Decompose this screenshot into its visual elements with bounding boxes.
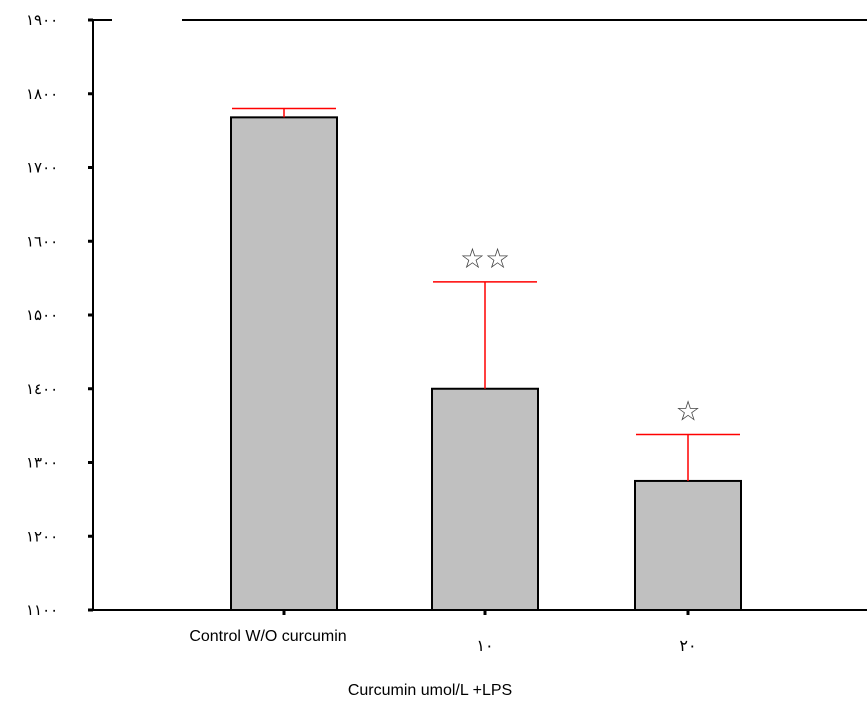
significance-label: ☆☆ [460,242,510,275]
x-axis-label: Curcumin umol/L +LPS [348,682,512,699]
y-tick-label: ١٦٠٠ [26,232,58,250]
labels: Control W/O curcumin ١٠ ☆☆ ٢٠ ☆ [189,242,700,655]
y-tick-label: ١٨٠٠ [26,85,58,103]
error-bars [232,107,740,481]
y-tick-label: ١٩٠٠ [26,11,58,29]
y-tick-label: ١٢٠٠ [26,527,58,545]
bar [431,387,539,611]
y-tick-label: ١٤٠٠ [26,380,58,398]
axes: ١١٠٠ ١٢٠٠ ١٣٠٠ ١٤٠٠ ١۵٠٠ ١٦٠٠ ١٧٠٠ ١٨٠٠ ١٩٠٠ [26,11,867,619]
y-tick-label: ١٧٠٠ [26,159,58,177]
x-tick-label: ٢٠ [679,638,696,655]
y-tick-label: ١١٠٠ [26,601,58,619]
x-tick-label: Control W/O curcumin [189,628,346,645]
y-tick-label: ١٣٠٠ [26,454,58,472]
bars [230,116,742,611]
y-tick-label: ١۵٠٠ [26,306,58,324]
significance-label: ☆ [675,394,700,427]
x-tick-label: ١٠ [476,638,493,655]
bar [634,479,742,611]
bar [230,116,338,611]
